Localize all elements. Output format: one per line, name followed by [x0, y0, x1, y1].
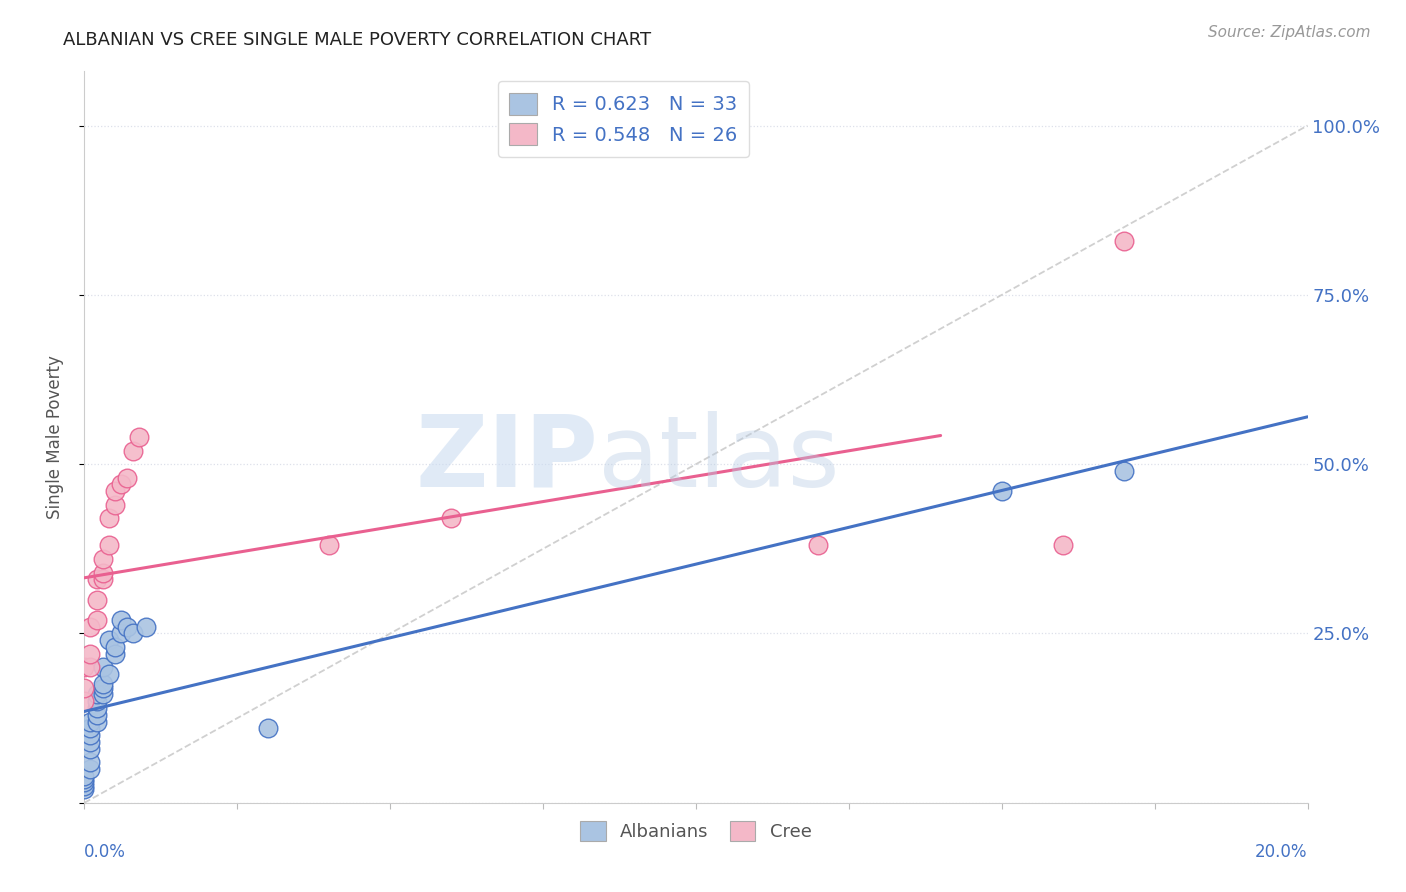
Point: [73, 779, 96, 793]
Point: [73, 775, 96, 789]
Point: [97, 633, 120, 648]
Point: [73, 772, 96, 786]
Point: [91, 681, 114, 695]
Point: [86, 688, 108, 702]
Text: ZIP: ZIP: [415, 410, 598, 508]
Point: [91, 660, 114, 674]
Point: [79, 620, 101, 634]
Point: [86, 707, 108, 722]
Point: [115, 471, 138, 485]
Point: [104, 647, 127, 661]
Text: 20.0%: 20.0%: [1256, 843, 1308, 861]
Point: [104, 484, 127, 499]
Point: [91, 572, 114, 586]
Point: [318, 538, 340, 552]
Point: [122, 443, 145, 458]
Point: [1052, 538, 1074, 552]
Point: [86, 592, 108, 607]
Point: [128, 430, 150, 444]
Point: [79, 755, 101, 769]
Point: [79, 714, 101, 729]
Point: [440, 511, 463, 525]
Point: [115, 620, 138, 634]
Legend: Albanians, Cree: Albanians, Cree: [574, 814, 818, 848]
Text: ALBANIAN VS CREE SINGLE MALE POVERTY CORRELATION CHART: ALBANIAN VS CREE SINGLE MALE POVERTY COR…: [63, 31, 651, 49]
Text: Source: ZipAtlas.com: Source: ZipAtlas.com: [1208, 25, 1371, 40]
Point: [73, 782, 96, 797]
Point: [110, 613, 132, 627]
Point: [86, 714, 108, 729]
Point: [1114, 464, 1136, 478]
Point: [79, 647, 101, 661]
Point: [104, 640, 127, 654]
Point: [97, 511, 120, 525]
Point: [807, 538, 830, 552]
Point: [97, 667, 120, 681]
Point: [86, 701, 108, 715]
Point: [91, 566, 114, 580]
Point: [79, 735, 101, 749]
Point: [91, 688, 114, 702]
Point: [79, 728, 101, 742]
Point: [79, 660, 101, 674]
Point: [79, 762, 101, 776]
Point: [257, 721, 280, 735]
Point: [91, 677, 114, 691]
Point: [73, 660, 96, 674]
Point: [110, 626, 132, 640]
Point: [104, 498, 127, 512]
Text: 0.0%: 0.0%: [84, 843, 127, 861]
Point: [1114, 234, 1136, 248]
Point: [73, 769, 96, 783]
Point: [91, 552, 114, 566]
Point: [86, 613, 108, 627]
Point: [122, 626, 145, 640]
Point: [991, 484, 1014, 499]
Point: [73, 681, 96, 695]
Point: [79, 741, 101, 756]
Point: [86, 694, 108, 708]
Point: [97, 538, 120, 552]
Point: [135, 620, 157, 634]
Point: [86, 572, 108, 586]
Point: [79, 721, 101, 735]
Point: [73, 694, 96, 708]
Point: [110, 477, 132, 491]
Y-axis label: Single Male Poverty: Single Male Poverty: [45, 355, 63, 519]
Text: atlas: atlas: [598, 410, 839, 508]
